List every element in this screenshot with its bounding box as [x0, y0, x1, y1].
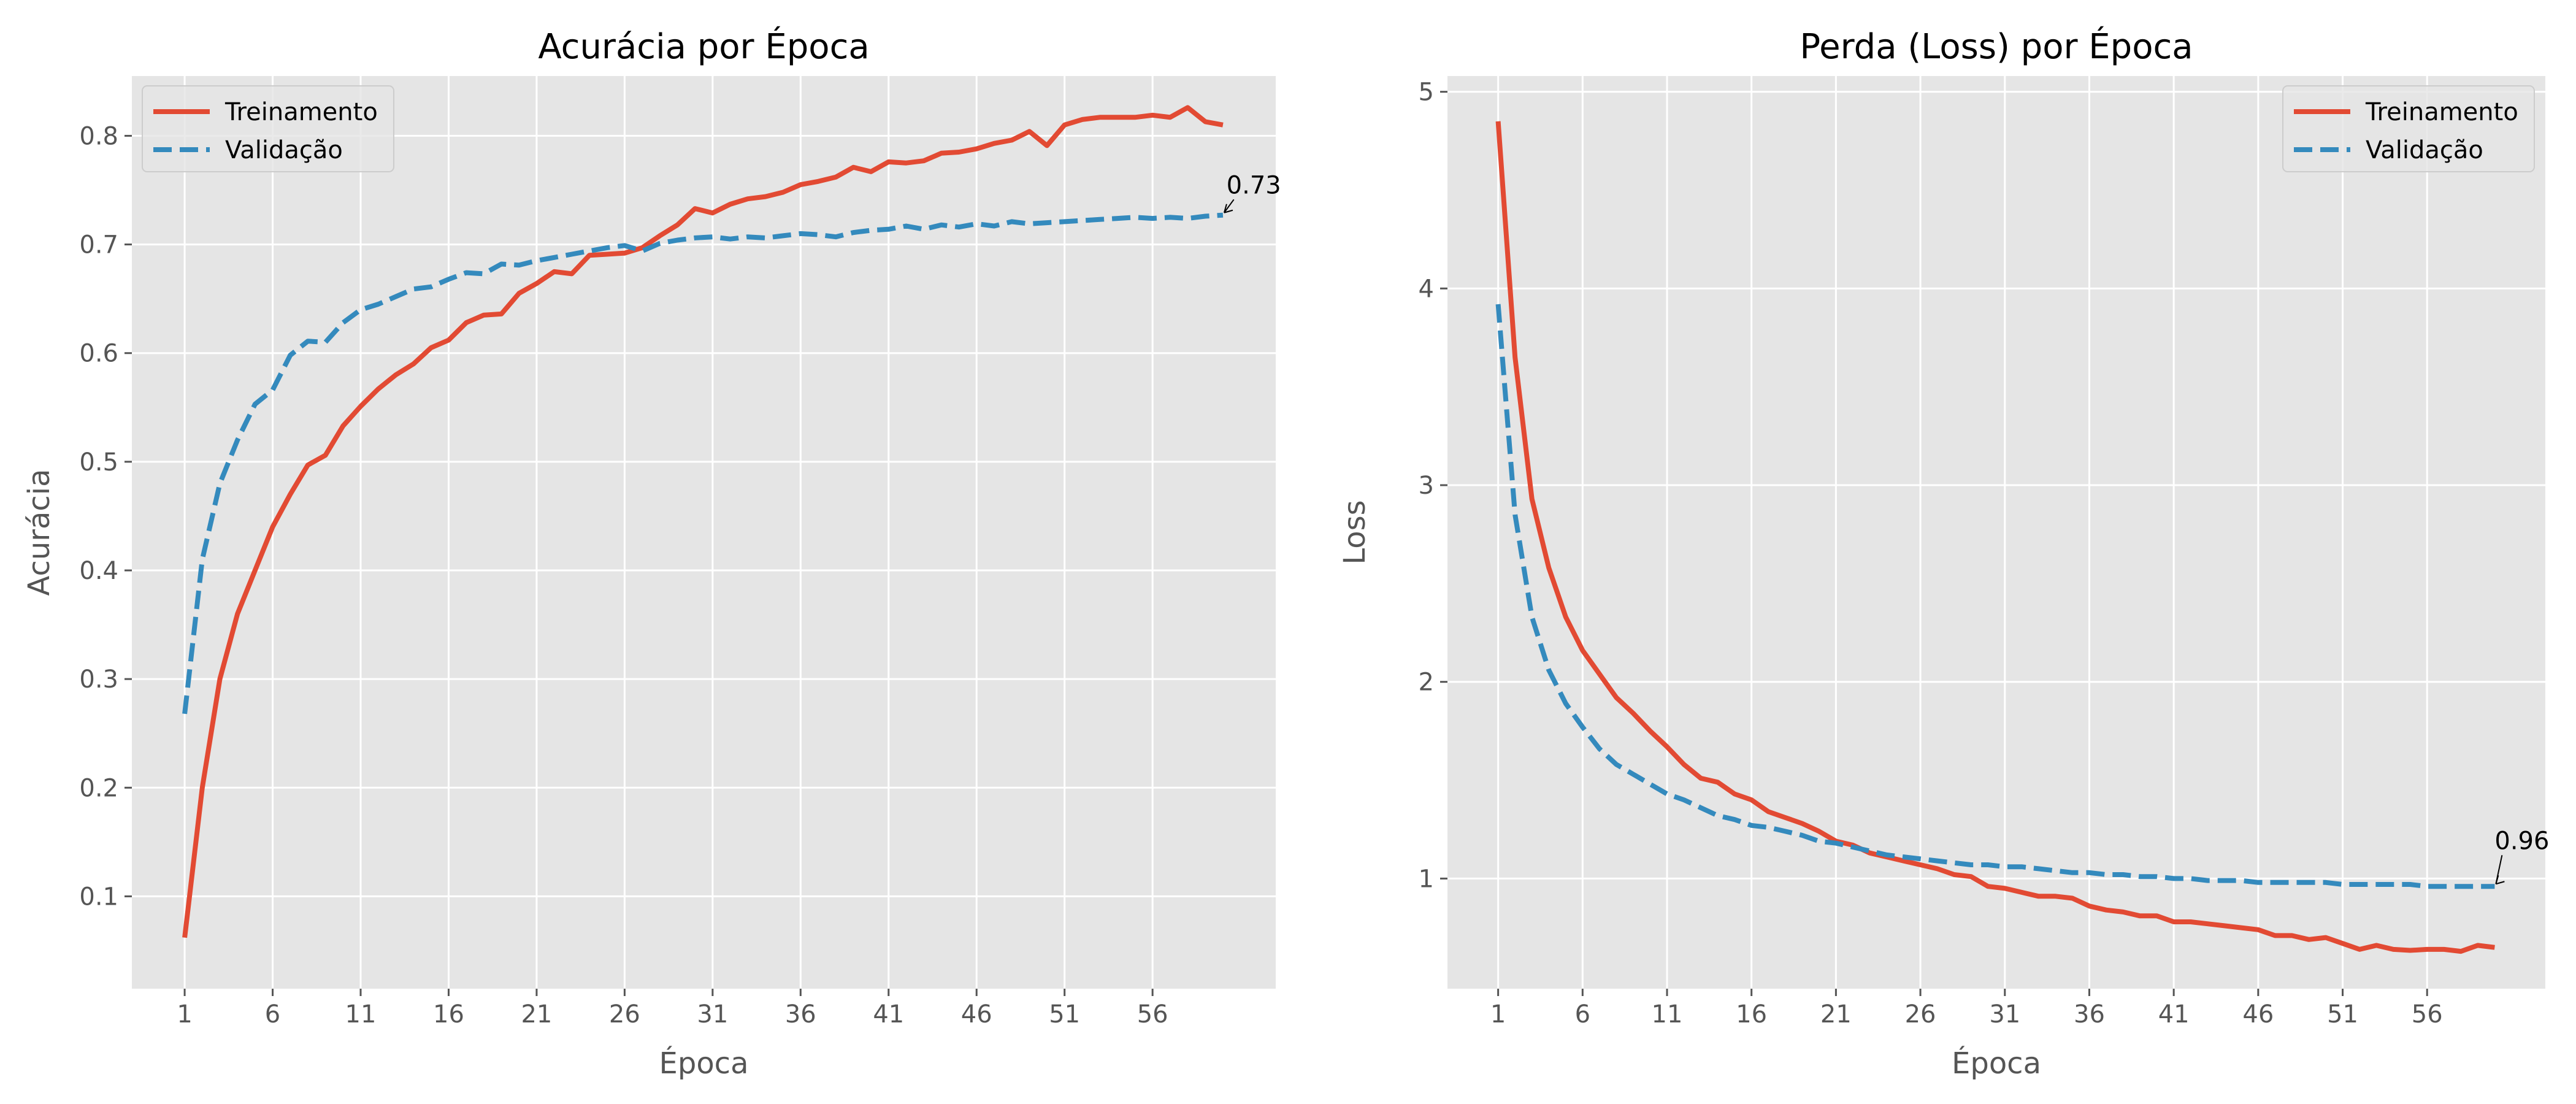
accuracy-y-tick-label: 0.1: [79, 883, 118, 911]
loss-annotation-arrowhead: [2495, 875, 2505, 885]
loss-legend-box: [2282, 85, 2535, 172]
accuracy-y-tick-label: 0.6: [79, 340, 118, 368]
accuracy-x-tick-label: 41: [873, 1000, 904, 1029]
accuracy-annotation-label: 0.73: [1227, 171, 1281, 199]
loss-series-train-line: [1495, 121, 2495, 954]
loss-y-tick-label: 5: [1419, 79, 1434, 107]
accuracy-legend: Treinamento Validação: [142, 85, 394, 172]
loss-y-tick-label: 4: [1419, 275, 1434, 303]
accuracy-legend-label-train: Treinamento: [224, 98, 378, 126]
loss-x-tick-label: 26: [1905, 1000, 1936, 1029]
accuracy-legend-box: [142, 85, 394, 172]
accuracy-x-tick-label: 31: [697, 1000, 728, 1029]
loss-x-tick-label: 51: [2327, 1000, 2358, 1029]
accuracy-legend-label-validation: Validação: [225, 136, 343, 164]
loss-y-tick-label: 3: [1419, 472, 1434, 500]
loss-chart-title: Perda (Loss) por Época: [1800, 27, 2193, 67]
loss-y-tick-label: 1: [1419, 865, 1434, 893]
loss-plot-area: [1447, 76, 2545, 989]
accuracy-annotation-arrowhead: [1223, 204, 1233, 213]
accuracy-x-tick-label: 56: [1137, 1000, 1168, 1029]
loss-legend-label-train: Treinamento: [2365, 98, 2518, 126]
loss-x-axis-label: Época: [1952, 1046, 2041, 1081]
accuracy-x-tick-label: 1: [177, 1000, 192, 1029]
accuracy-chart: 1 6 11 16 21 26 31 36 41 46 51 560.10.20.30.40.50.6…: [22, 27, 1281, 1081]
loss-x-tick-label: 1: [1490, 1000, 1506, 1029]
loss-x-tick-label: 41: [2158, 1000, 2190, 1029]
loss-x-tick-label: 36: [2074, 1000, 2105, 1029]
accuracy-x-tick-label: 46: [961, 1000, 992, 1029]
loss-x-tick-label: 21: [1820, 1000, 1852, 1029]
accuracy-x-tick-label: 16: [433, 1000, 464, 1029]
accuracy-y-tick-label: 0.8: [79, 122, 118, 150]
loss-y-tick-label: 2: [1419, 669, 1434, 697]
accuracy-plot-area: [132, 76, 1276, 989]
accuracy-x-tick-label: 6: [265, 1000, 280, 1029]
accuracy-y-axis-label: Acurácia: [22, 469, 56, 596]
loss-x-tick-label: 46: [2242, 1000, 2274, 1029]
loss-x-tick-label: 31: [1989, 1000, 2020, 1029]
accuracy-y-tick-label: 0.2: [79, 774, 118, 802]
accuracy-chart-title: Acurácia por Época: [538, 27, 869, 67]
accuracy-x-tick-label: 11: [345, 1000, 377, 1029]
loss-legend: Treinamento Validação: [2282, 85, 2535, 172]
loss-y-axis-label: Loss: [1338, 500, 1372, 564]
accuracy-x-tick-label: 26: [609, 1000, 640, 1029]
loss-annotation-label: 0.96: [2494, 827, 2549, 855]
loss-legend-label-validation: Validação: [2366, 136, 2483, 164]
loss-x-tick-label: 16: [1736, 1000, 1767, 1029]
loss-series-validation-line: [1495, 304, 2495, 889]
accuracy-y-tick-label: 0.5: [79, 448, 118, 477]
accuracy-x-tick-label: 51: [1049, 1000, 1080, 1029]
accuracy-x-tick-label: 21: [521, 1000, 552, 1029]
accuracy-x-tick-label: 36: [785, 1000, 816, 1029]
loss-x-tick-label: 6: [1575, 1000, 1590, 1029]
accuracy-y-tick-label: 0.3: [79, 665, 118, 694]
accuracy-y-tick-label: 0.7: [79, 231, 118, 259]
accuracy-series-train-line: [182, 105, 1224, 938]
accuracy-y-tick-label: 0.4: [79, 557, 118, 585]
loss-x-tick-label: 56: [2412, 1000, 2443, 1029]
loss-x-tick-label: 11: [1652, 1000, 1683, 1029]
accuracy-series-validation-line: [182, 212, 1224, 715]
accuracy-annotation-arrow: [1224, 199, 1235, 213]
accuracy-x-axis-label: Época: [659, 1046, 749, 1081]
